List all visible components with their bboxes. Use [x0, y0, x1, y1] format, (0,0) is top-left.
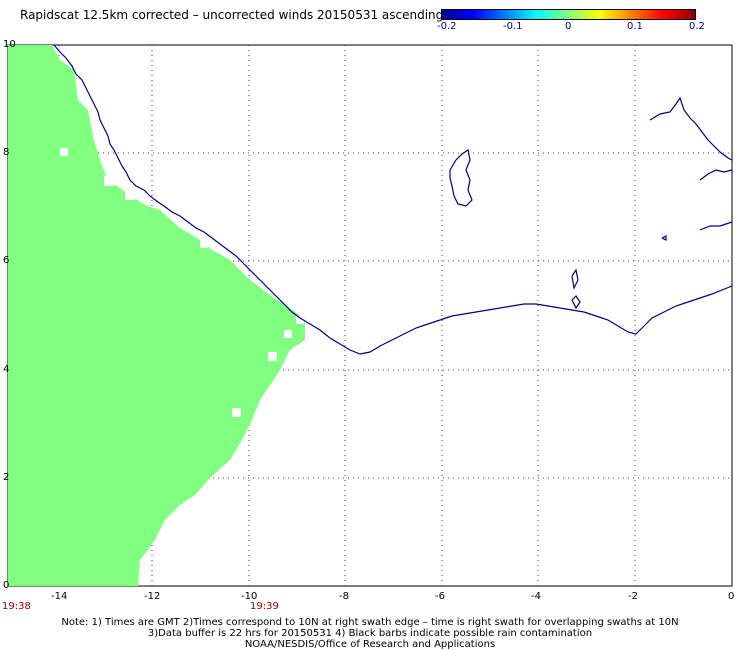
- x-axis-label: -8: [339, 591, 349, 602]
- map-title: Rapidscat 12.5km corrected – uncorrected…: [20, 8, 444, 22]
- y-axis-label: 0: [3, 580, 10, 591]
- colorbar-label: -0.2: [437, 21, 457, 32]
- y-axis-label: 6: [3, 255, 10, 266]
- colorbar-label: 0: [565, 21, 572, 32]
- x-axis-label: 0: [728, 591, 735, 602]
- note-line: NOAA/NESDIS/Office of Research and Appli…: [244, 639, 496, 650]
- x-axis-label: -6: [435, 591, 445, 602]
- swath-coverage-area: [8, 45, 305, 586]
- y-axis-label: 4: [3, 364, 10, 375]
- x-axis-label: -14: [51, 591, 68, 602]
- x-axis-label: -12: [144, 591, 161, 602]
- note-line: Note: 1) Times are GMT 2)Times correspon…: [61, 617, 679, 628]
- y-axis-label: 10: [3, 39, 16, 50]
- time-label: 19:38: [2, 601, 31, 612]
- y-axis-label: 2: [3, 472, 10, 483]
- y-axis-label: 8: [3, 147, 10, 158]
- colorbar-label: 0.1: [627, 21, 643, 32]
- x-axis-label: -4: [531, 591, 541, 602]
- x-axis-label: -10: [241, 591, 258, 602]
- x-axis-label: -2: [628, 591, 638, 602]
- colorbar: [441, 9, 696, 20]
- time-label: 19:39: [250, 601, 279, 612]
- colorbar-label: 0.2: [689, 21, 705, 32]
- missing-cells: [60, 148, 304, 524]
- coastline: [53, 44, 733, 355]
- colorbar-label: -0.1: [503, 21, 523, 32]
- note-line: 3)Data buffer is 22 hrs for 20150531 4) …: [147, 628, 593, 639]
